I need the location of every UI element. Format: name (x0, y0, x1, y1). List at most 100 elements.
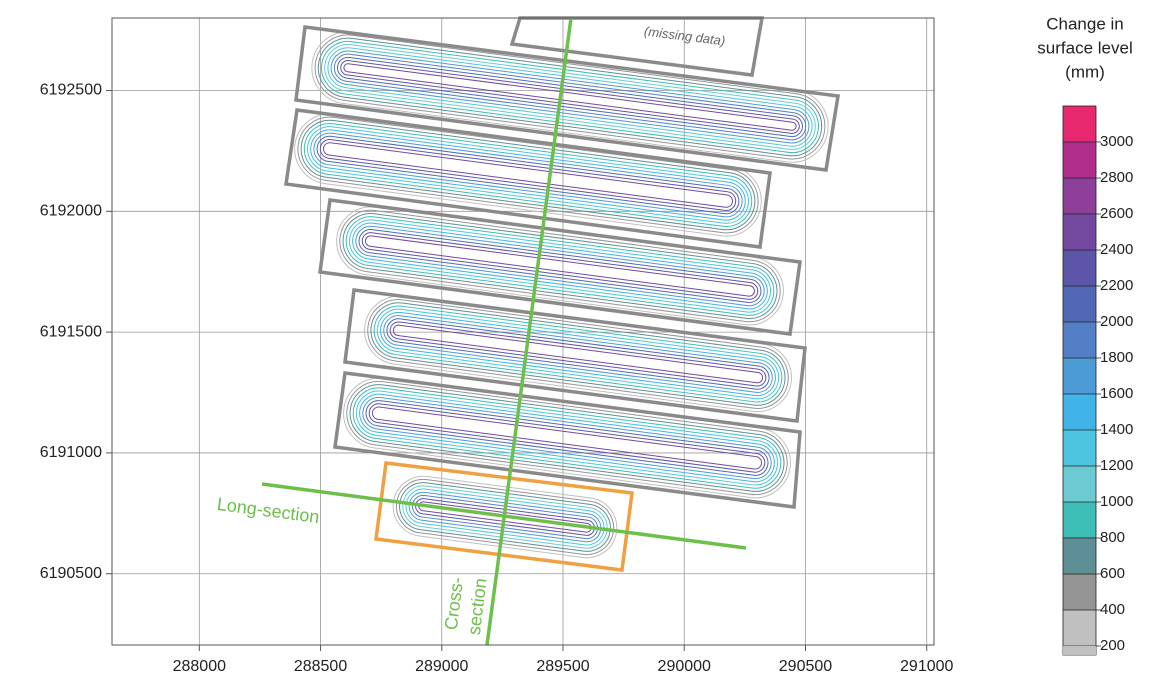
contour-strip (343, 377, 791, 499)
colorbar-tick-label: 2800 (1100, 169, 1133, 186)
annotation: Long-section (216, 494, 321, 527)
contour-line (316, 135, 740, 215)
colorbar-title: (mm) (1065, 62, 1105, 81)
contour-line (339, 209, 781, 323)
contour-line (303, 122, 753, 228)
contour-line (380, 311, 776, 397)
contour-line (343, 377, 791, 499)
colorbar-band (1063, 646, 1096, 655)
cross-section-line (485, 17, 573, 646)
contour-line (355, 225, 765, 307)
x-tick-label: 289000 (415, 658, 468, 675)
contour-line (361, 232, 759, 300)
contour-line (365, 400, 769, 476)
contour-line (319, 138, 737, 212)
colorbar-band (1063, 322, 1096, 358)
contour-line (373, 305, 783, 403)
contour-line (383, 315, 773, 393)
contour-line (370, 302, 786, 406)
contour-line (330, 50, 810, 144)
contour-line (359, 393, 775, 483)
contour-strip (364, 295, 792, 413)
colorbar-band (1063, 106, 1096, 142)
trial-box (374, 461, 634, 572)
x-tick-label: 289500 (536, 658, 589, 675)
contour-line (371, 406, 763, 470)
x-tick-label: 290500 (779, 658, 832, 675)
contour-line (314, 34, 826, 160)
plot-frame (111, 17, 935, 646)
contour-line (300, 119, 756, 231)
annotation: section (464, 577, 491, 636)
survey-box (343, 288, 807, 423)
contour-line (307, 126, 749, 224)
contour-line (355, 390, 779, 486)
colorbar-tick-label: 1800 (1100, 349, 1133, 366)
colorbar-band (1063, 574, 1096, 610)
colorbar-band (1063, 286, 1096, 322)
contour-line (349, 384, 785, 492)
y-tick-label: 6191500 (40, 323, 102, 340)
y-tick-label: 6191000 (40, 444, 102, 461)
contour-line (348, 219, 772, 313)
contour-line (317, 37, 823, 157)
survey-box (284, 108, 772, 249)
y-tick-label: 6190500 (40, 565, 102, 582)
colorbar-band (1063, 250, 1096, 286)
contour-line (358, 228, 762, 304)
colorbar-tick-label: 1600 (1100, 385, 1133, 402)
contour-line (337, 56, 803, 138)
y-tick-label: 6192000 (40, 203, 102, 220)
survey-box (294, 25, 841, 172)
contour-line (323, 142, 733, 208)
contours (294, 31, 829, 559)
contour-line (346, 380, 788, 496)
contour-line (327, 47, 813, 147)
colorbar-tick-label: 1000 (1100, 493, 1133, 510)
colorbar-tick-label: 600 (1100, 565, 1125, 582)
contour-strip (294, 113, 762, 237)
contour-line (364, 235, 756, 297)
colorbar-tick-label: 800 (1100, 529, 1125, 546)
survey-box (333, 371, 802, 509)
contour-line (343, 63, 797, 131)
contour-line (368, 403, 766, 473)
y-tick-label: 6192500 (40, 82, 102, 99)
contour-line (376, 308, 780, 400)
survey-box (509, 16, 765, 77)
contour-line (367, 299, 789, 409)
colorbar-tick-label: 2000 (1100, 313, 1133, 330)
colorbar-band (1063, 214, 1096, 250)
long-section-line (261, 482, 747, 550)
annotation: Cross- (441, 576, 467, 631)
contour-line (392, 324, 764, 384)
colorbar: Change in surface level (mm) 200 400 600 800 10… (1037, 14, 1133, 656)
contour-line (321, 40, 819, 154)
colorbar-title: surface level (1037, 38, 1132, 57)
colorbar-band (1063, 430, 1096, 466)
contour-line (313, 132, 743, 218)
colorbar-tick-label: 2600 (1100, 205, 1133, 222)
colorbar-band (1063, 502, 1096, 538)
colorbar-tick-label: 3000 (1100, 133, 1133, 150)
survey-box (318, 198, 802, 336)
colorbar-tick-label: 200 (1100, 637, 1125, 654)
x-tick-label: 288000 (173, 658, 226, 675)
colorbar-band (1063, 358, 1096, 394)
colorbar-band (1063, 394, 1096, 430)
contour-line (333, 53, 807, 141)
x-tick-label: 291000 (900, 658, 953, 675)
colorbar-band (1063, 610, 1096, 646)
colorbar-band (1063, 466, 1096, 502)
contour-line (389, 321, 767, 387)
contour-line (340, 60, 800, 134)
colorbar-tick-label: 400 (1100, 601, 1125, 618)
colorbar-tick-label: 2400 (1100, 241, 1133, 258)
colorbar-band (1063, 178, 1096, 214)
colorbar-tick-label: 1200 (1100, 457, 1133, 474)
contour-line (345, 216, 775, 316)
overlay (261, 16, 841, 646)
colorbar-tick-label: 1400 (1100, 421, 1133, 438)
